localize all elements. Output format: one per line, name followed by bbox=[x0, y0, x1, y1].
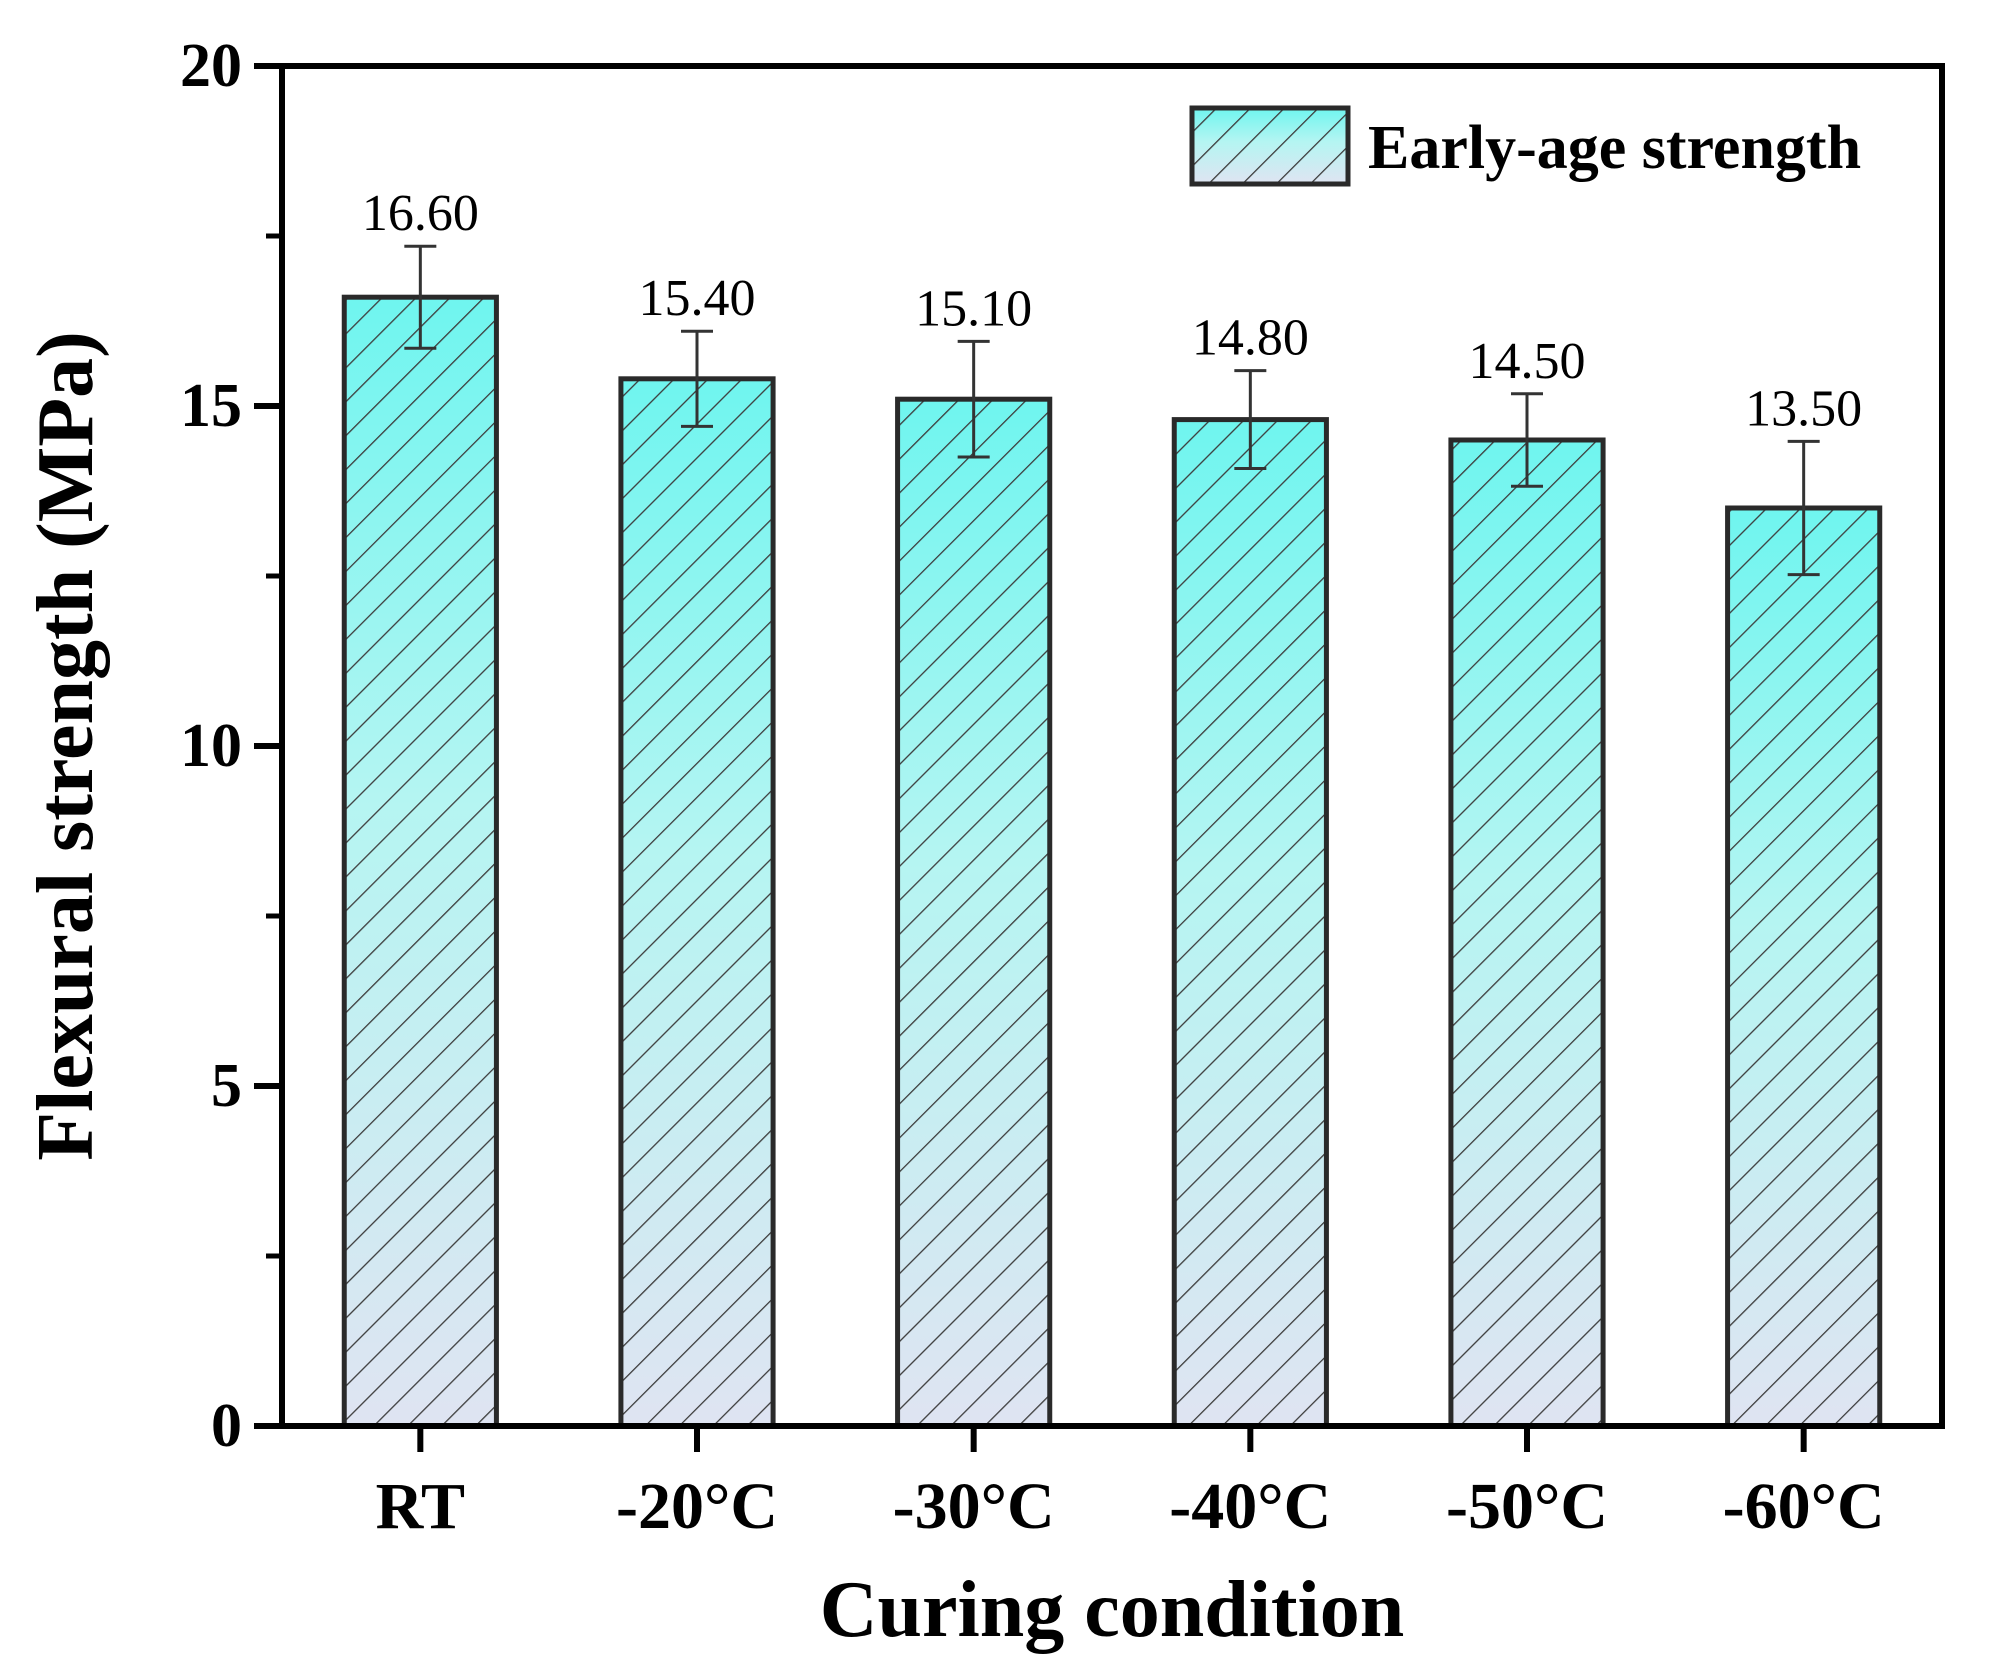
y-tick-label: 5 bbox=[211, 1052, 242, 1120]
legend: Early-age strength bbox=[1189, 105, 1861, 187]
y-axis-title: Flexural strength (MPa) bbox=[22, 331, 110, 1160]
legend-label: Early-age strength bbox=[1368, 114, 1861, 182]
x-axis-title: Curing condition bbox=[820, 1566, 1405, 1654]
data-label: 16.60 bbox=[362, 185, 479, 242]
bar bbox=[341, 294, 499, 1429]
bars-layer bbox=[341, 294, 1883, 1429]
y-tick-label: 10 bbox=[180, 712, 242, 780]
x-tick-label: RT bbox=[376, 1470, 465, 1543]
x-tick-label: -40°C bbox=[1169, 1470, 1331, 1543]
data-label: 14.50 bbox=[1469, 333, 1586, 390]
y-tick-label: 20 bbox=[180, 32, 242, 100]
legend-swatch-hatch bbox=[1189, 105, 1351, 187]
bar bbox=[1171, 417, 1329, 1429]
data-label: 14.80 bbox=[1192, 310, 1309, 367]
data-label: 15.40 bbox=[639, 270, 756, 327]
data-labels-layer: 16.60 15.40 15.10 14.80 14.50 13.50 bbox=[362, 185, 1862, 437]
y-axis: 0 5 10 15 20 bbox=[180, 32, 282, 1460]
x-tick-label: -60°C bbox=[1723, 1470, 1885, 1543]
x-tick-label: -50°C bbox=[1446, 1470, 1608, 1543]
y-tick-label: 15 bbox=[180, 372, 242, 440]
y-tick-label: 0 bbox=[211, 1392, 242, 1460]
bar bbox=[618, 376, 776, 1429]
bar bbox=[1448, 437, 1606, 1429]
plot-frame bbox=[279, 63, 1945, 1429]
error-bars-layer bbox=[404, 244, 1820, 577]
x-tick-label: -30°C bbox=[893, 1470, 1055, 1543]
data-label: 15.10 bbox=[915, 280, 1032, 337]
bar bbox=[895, 396, 1053, 1429]
data-label: 13.50 bbox=[1745, 380, 1862, 437]
x-tick-label: -20°C bbox=[616, 1470, 778, 1543]
bar bbox=[1725, 505, 1883, 1429]
x-axis: RT -20°C -30°C -40°C -50°C -60°C bbox=[376, 1426, 1885, 1543]
